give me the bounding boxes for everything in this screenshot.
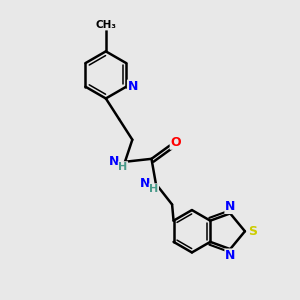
Text: N: N	[225, 249, 236, 262]
Text: S: S	[248, 225, 257, 238]
Text: H: H	[118, 162, 128, 172]
Text: H: H	[149, 184, 158, 194]
Text: CH₃: CH₃	[95, 20, 116, 30]
Text: N: N	[140, 177, 150, 190]
Text: O: O	[170, 136, 181, 149]
Text: N: N	[109, 155, 119, 168]
Text: N: N	[225, 200, 236, 213]
Text: N: N	[128, 80, 138, 93]
